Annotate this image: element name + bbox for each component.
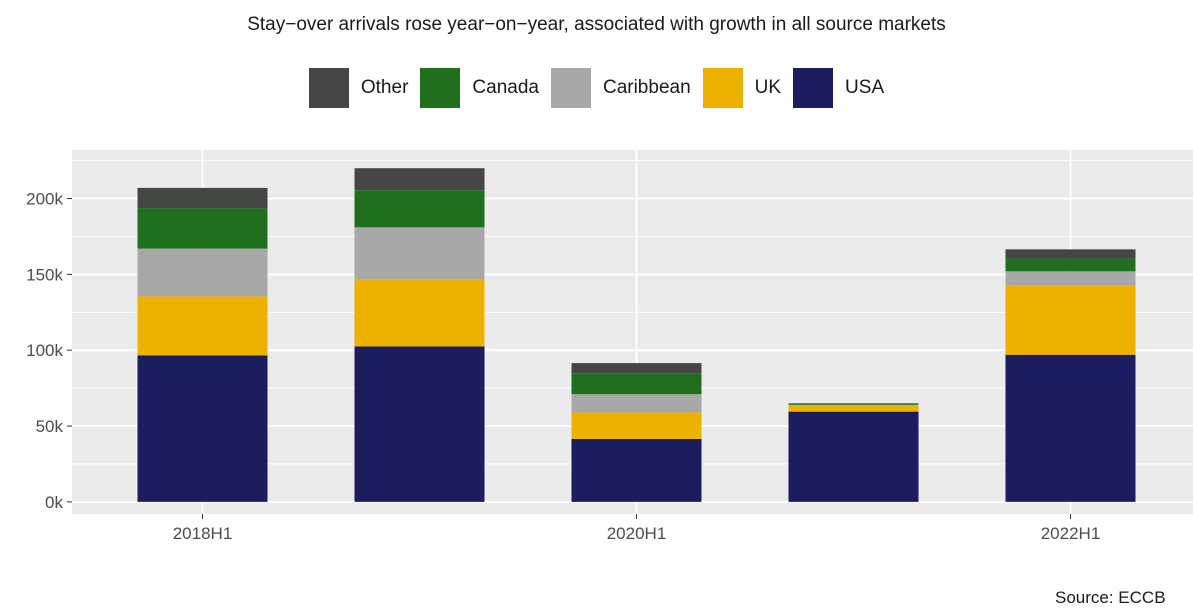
bar-caribbean-2019h1 — [354, 227, 485, 280]
legend-label: Caribbean — [602, 77, 691, 98]
legend: Other Canada Caribbean UK USA — [0, 67, 1193, 109]
bar-uk-2020h1 — [571, 412, 702, 439]
bar-usa-2020h1 — [571, 438, 702, 502]
bar-canada-2020h1 — [571, 373, 702, 395]
bar-uk-2018h1 — [137, 296, 268, 356]
bar-caribbean-2018h1 — [137, 248, 268, 297]
bar-other-2019h1 — [354, 168, 485, 191]
legend-swatch — [550, 68, 591, 108]
bar-canada-2019h1 — [354, 190, 485, 228]
bar-caribbean-2022h1 — [1005, 271, 1136, 286]
bar-other-2022h1 — [1005, 249, 1136, 259]
legend-item-other: Other — [308, 68, 409, 108]
y-tick-label: 200k — [26, 190, 63, 209]
legend-item-uk: UK — [702, 68, 782, 108]
bar-uk-2021h1 — [788, 405, 919, 412]
legend-swatch — [793, 68, 834, 108]
bar-usa-2018h1 — [137, 355, 268, 502]
y-tick-label: 50k — [36, 417, 64, 436]
bar-other-2020h1 — [571, 363, 702, 374]
y-tick-label: 100k — [26, 341, 63, 360]
bar-caribbean-2021h1 — [788, 404, 919, 406]
legend-swatch — [702, 68, 743, 108]
bar-other-2018h1 — [137, 187, 268, 209]
y-tick-label: 0k — [45, 493, 63, 512]
legend-label: Canada — [472, 77, 539, 98]
bar-usa-2021h1 — [788, 411, 919, 502]
legend-label: USA — [845, 77, 885, 98]
x-tick-label: 2022H1 — [1041, 524, 1101, 543]
legend-item-usa: USA — [793, 68, 884, 108]
legend-swatch — [420, 68, 461, 108]
bar-usa-2019h1 — [354, 346, 485, 502]
bar-canada-2018h1 — [137, 208, 268, 249]
bar-canada-2022h1 — [1005, 258, 1136, 272]
bar-uk-2019h1 — [354, 279, 485, 347]
legend-item-caribbean: Caribbean — [550, 68, 691, 108]
bar-canada-2021h1 — [788, 404, 919, 405]
y-tick-label: 150k — [26, 265, 63, 284]
legend-swatch — [308, 68, 349, 108]
legend-label: UK — [754, 77, 782, 98]
legend-item-canada: Canada — [420, 68, 539, 108]
bar-uk-2022h1 — [1005, 285, 1136, 355]
legend-label: Other — [360, 77, 409, 98]
bar-caribbean-2020h1 — [571, 394, 702, 413]
chart-title: Stay−over arrivals rose year−on−year, as… — [247, 14, 946, 35]
bar-other-2021h1 — [788, 403, 919, 405]
x-tick-label: 2020H1 — [607, 524, 667, 543]
bar-usa-2022h1 — [1005, 354, 1136, 502]
x-tick-label: 2018H1 — [173, 524, 233, 543]
source-note: Source: ECCB — [1055, 588, 1166, 607]
